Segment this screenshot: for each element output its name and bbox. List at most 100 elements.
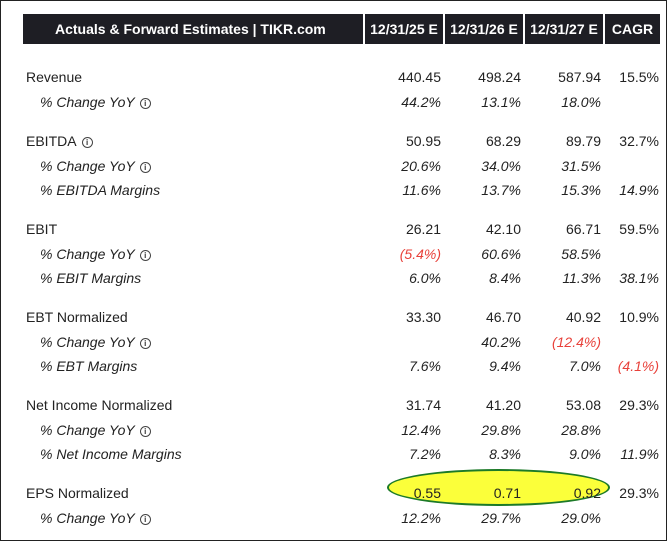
value-2025: 33.30: [405, 309, 441, 325]
row-label: % EBITDA Margins: [40, 182, 161, 198]
value-cagr: (4.1%): [617, 358, 659, 374]
value-cagr: 10.9%: [619, 309, 659, 325]
value-2025: 7.2%: [409, 446, 441, 462]
table-row: % EBIT Margins 6.0% 8.4% 11.3% 38.1%: [0, 267, 667, 289]
value-2027: 89.79: [565, 133, 601, 149]
value-2025: 0.55: [413, 485, 441, 501]
row-label: % Change YoY i: [40, 331, 151, 353]
value-2026: 29.8%: [481, 422, 521, 438]
table-row: % Change YoY i 44.2% 13.1% 18.0%: [0, 91, 667, 113]
value-2027: 7.0%: [569, 358, 601, 374]
table-row: Net Income Normalized 31.74 41.20 53.08 …: [0, 394, 667, 416]
column-header-2026[interactable]: 12/31/26 E: [445, 14, 525, 44]
info-icon[interactable]: i: [139, 338, 151, 349]
value-2025: 12.4%: [401, 422, 441, 438]
value-cagr: 29.3%: [619, 397, 659, 413]
value-2025: 50.95: [405, 133, 441, 149]
value-2027: 0.92: [573, 485, 601, 501]
row-label: EBT Normalized: [26, 309, 128, 325]
value-2026: 13.7%: [481, 182, 521, 198]
value-2025: 44.2%: [401, 94, 441, 110]
table-row: % EBT Margins 7.6% 9.4% 7.0% (4.1%): [0, 355, 667, 377]
value-2027: 58.5%: [561, 246, 601, 262]
row-label: % EBT Margins: [40, 358, 138, 374]
value-cagr: 29.3%: [619, 485, 659, 501]
row-label: % Change YoY i: [40, 155, 151, 177]
value-cagr: 32.7%: [619, 133, 659, 149]
row-label: EBITDA i: [26, 130, 93, 152]
value-2027: 9.0%: [569, 446, 601, 462]
table-row: % Change YoY i 12.2% 29.7% 29.0%: [0, 507, 667, 529]
value-cagr: 14.9%: [619, 182, 659, 198]
value-2025: 440.45: [398, 69, 441, 85]
row-label: Revenue: [26, 69, 83, 85]
table-row: EBIT 26.21 42.10 66.71 59.5%: [0, 218, 667, 240]
value-2027: 15.3%: [561, 182, 601, 198]
value-2027: 31.5%: [561, 158, 601, 174]
column-header-2027[interactable]: 12/31/27 E: [525, 14, 605, 44]
info-icon[interactable]: i: [139, 98, 151, 109]
row-label: % Change YoY i: [40, 243, 151, 265]
value-2027: 587.94: [558, 69, 601, 85]
table-row: % Net Income Margins 7.2% 8.3% 9.0% 11.9…: [0, 443, 667, 465]
table-title: Actuals & Forward Estimates | TIKR.com: [23, 14, 365, 44]
value-2025: 6.0%: [409, 270, 441, 286]
row-label: % Net Income Margins: [40, 446, 182, 462]
row-label: % Change YoY i: [40, 419, 151, 441]
value-2027: 18.0%: [561, 94, 601, 110]
table-row: EBITDA i 50.95 68.29 89.79 32.7%: [0, 130, 667, 152]
value-2026: 40.2%: [481, 334, 521, 350]
value-2026: 13.1%: [481, 94, 521, 110]
value-2027: 53.08: [565, 397, 601, 413]
column-header-cagr[interactable]: CAGR: [605, 14, 660, 44]
value-cagr: 38.1%: [619, 270, 659, 286]
value-2027: (12.4%): [551, 334, 601, 350]
value-2026: 60.6%: [481, 246, 521, 262]
column-header-2025[interactable]: 12/31/25 E: [365, 14, 445, 44]
value-2026: 8.4%: [489, 270, 521, 286]
value-2026: 68.29: [485, 133, 521, 149]
value-2026: 498.24: [478, 69, 521, 85]
value-2026: 46.70: [485, 309, 521, 325]
value-2025: 31.74: [405, 397, 441, 413]
row-label: % Change YoY i: [40, 507, 151, 529]
value-2026: 42.10: [485, 221, 521, 237]
value-cagr: 15.5%: [619, 69, 659, 85]
row-label: Net Income Normalized: [26, 397, 173, 413]
table-row: % EBITDA Margins 11.6% 13.7% 15.3% 14.9%: [0, 179, 667, 201]
row-label: % Change YoY i: [40, 91, 151, 113]
value-2027: 40.92: [565, 309, 601, 325]
table-row: EBT Normalized 33.30 46.70 40.92 10.9%: [0, 306, 667, 328]
info-icon[interactable]: i: [139, 162, 151, 173]
table-row: % Change YoY i 40.2% (12.4%): [0, 331, 667, 353]
value-2027: 11.3%: [562, 270, 601, 286]
value-2025: 11.6%: [402, 182, 441, 198]
value-2025: 7.6%: [409, 358, 441, 374]
eps-highlight-ellipse: [387, 469, 610, 506]
table-row: EPS Normalized 0.55 0.71 0.92 29.3%: [0, 482, 667, 504]
row-label: % EBIT Margins: [40, 270, 142, 286]
value-2025: (5.4%): [399, 246, 441, 262]
table-row: % Change YoY i (5.4%) 60.6% 58.5%: [0, 243, 667, 265]
value-cagr: 59.5%: [619, 221, 659, 237]
row-label: EPS Normalized: [26, 485, 129, 501]
info-icon[interactable]: i: [139, 250, 151, 261]
value-2026: 8.3%: [489, 446, 521, 462]
info-icon[interactable]: i: [139, 426, 151, 437]
value-2026: 41.20: [485, 397, 521, 413]
info-icon[interactable]: i: [81, 137, 93, 148]
table-row: Revenue 440.45 498.24 587.94 15.5%: [0, 66, 667, 88]
table-row: % Change YoY i 12.4% 29.8% 28.8%: [0, 419, 667, 441]
value-2025: 26.21: [405, 221, 441, 237]
value-2026: 29.7%: [481, 510, 521, 526]
value-cagr: 11.9%: [620, 446, 659, 462]
value-2026: 9.4%: [489, 358, 521, 374]
table-row: % Change YoY i 20.6% 34.0% 31.5%: [0, 155, 667, 177]
value-2027: 28.8%: [561, 422, 601, 438]
value-2025: 12.2%: [401, 510, 441, 526]
table-header: Actuals & Forward Estimates | TIKR.com 1…: [23, 14, 660, 44]
info-icon[interactable]: i: [139, 514, 151, 525]
value-2027: 29.0%: [561, 510, 601, 526]
value-2026: 0.71: [493, 485, 521, 501]
row-label: EBIT: [26, 221, 58, 237]
